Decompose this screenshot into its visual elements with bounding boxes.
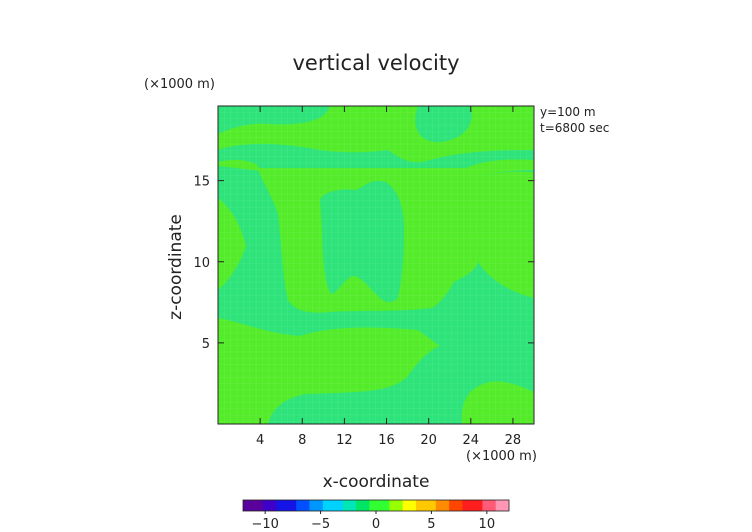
colorbar-cell [469,500,477,511]
colorbar-cell [269,500,277,511]
colorbar-cell [302,500,310,511]
plot-area [218,106,534,424]
x-tick-label: 12 [336,433,353,448]
x-tick-label: 4 [256,433,264,448]
colorbar-cell [475,500,483,511]
colorbar-cell [329,500,337,511]
y-axis-ticks: 5 10 15 [193,175,534,352]
colorbar-cell [276,500,284,511]
colorbar-cell [309,500,317,511]
y-tick-label: 15 [193,175,210,190]
colorbar-tick-label: 10 [479,517,496,532]
colorbar-cell [282,500,290,511]
colorbar-cell [389,500,397,511]
colorbar-tick-label: −5 [311,517,330,532]
colorbar-tick-label: 0 [372,517,380,532]
colorbar-cell [495,500,503,511]
chart-title: vertical velocity [292,51,459,75]
x-tick-label: 24 [463,433,480,448]
colorbar-cell [442,500,450,511]
colorbar-cell [249,500,257,511]
x-tick-label: 8 [298,433,306,448]
x-axis-label: x-coordinate [323,472,430,492]
annotation-time: t=6800 sec [540,121,609,135]
colorbar-cell [422,500,430,511]
colorbar [242,499,510,512]
x-tick-label: 16 [378,433,395,448]
colorbar-cell [489,500,497,511]
colorbar-cell [415,500,423,511]
x-axis-ticks: 4 8 12 16 20 24 28 [256,106,521,448]
colorbar-cell [395,500,403,511]
colorbar-cell [356,500,364,511]
colorbar-cell [336,500,344,511]
colorbar-cell [455,500,463,511]
colorbar-cell [462,500,470,511]
colorbar-cell [376,500,384,511]
x-tick-label: 28 [505,433,522,448]
colorbar-cell [502,500,510,511]
colorbar-cell [316,500,324,511]
colorbar-cell [342,500,350,511]
colorbar-cell [322,500,330,511]
colorbar-cell [369,500,377,511]
x-unit-label: (×1000 m) [466,449,537,464]
colorbar-cell [435,500,443,511]
colorbar-cell [429,500,437,511]
colorbar-cell [449,500,457,511]
colorbar-cell [262,500,270,511]
colorbar-cell [409,500,417,511]
x-tick-label: 20 [420,433,437,448]
colorbar-cell [349,500,357,511]
y-unit-label: (×1000 m) [144,77,215,92]
colorbar-cell [362,500,370,511]
annotation-y-position: y=100 m [540,105,596,119]
colorbar-cell [402,500,410,511]
colorbar-tick-label: 5 [427,517,435,532]
colorbar-cell [289,500,297,511]
y-axis-label: z-coordinate [166,214,186,320]
plot-frame [217,105,535,425]
colorbar-cell [296,500,304,511]
colorbar-cell [256,500,264,511]
colorbar-cell [243,500,251,511]
colorbar-cell [382,500,390,511]
colorbar-cell [482,500,490,511]
colorbar-tick-label: −10 [251,517,278,532]
y-tick-label: 10 [193,256,210,271]
y-tick-label: 5 [202,337,210,352]
colorbar-ticks: −10 −5 0 5 10 [251,511,495,532]
